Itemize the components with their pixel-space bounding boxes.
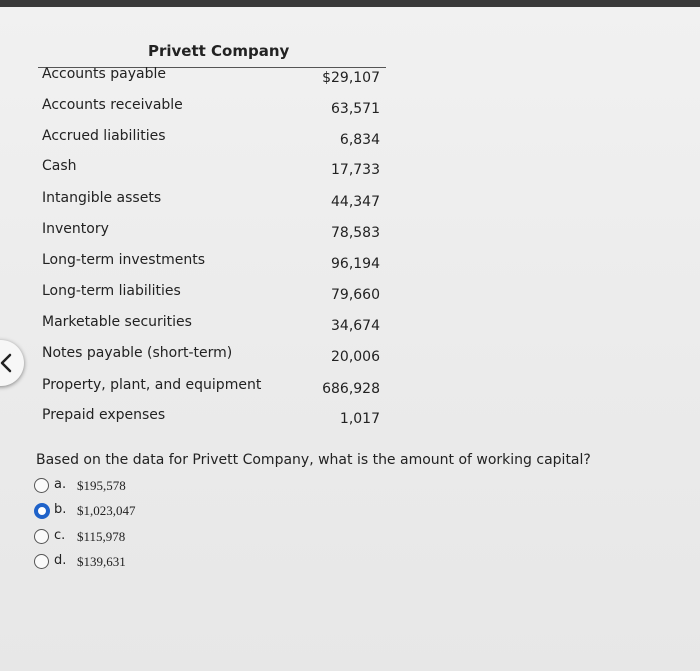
row-value: 63,571	[331, 101, 380, 117]
table-row: Accrued liabilities 6,834	[0, 128, 400, 152]
table-row: Notes payable (short-term) 20,006	[0, 345, 400, 369]
option-letter: c.	[54, 528, 66, 543]
radio-button[interactable]	[34, 529, 49, 544]
option-value: $1,023,047	[77, 503, 136, 518]
table-row: Accounts receivable 63,571	[0, 97, 400, 121]
table-row: Intangible assets 44,347	[0, 190, 400, 214]
radio-button[interactable]	[34, 554, 49, 569]
table-row: Marketable securities 34,674	[0, 314, 400, 338]
row-value: 79,660	[331, 287, 380, 303]
row-label: Long-term investments	[42, 252, 205, 268]
question-page: Privett Company Accounts payable $29,107…	[0, 7, 700, 671]
row-label: Accrued liabilities	[42, 128, 166, 144]
row-value: 34,674	[331, 318, 380, 334]
row-value: 686,928	[322, 381, 380, 397]
row-value: 44,347	[331, 194, 380, 210]
row-label: Cash	[42, 158, 77, 174]
row-label: Accounts receivable	[42, 97, 183, 113]
table-row: Accounts payable $29,107	[0, 66, 400, 90]
option-value: $139,631	[77, 554, 126, 569]
row-value: 78,583	[331, 225, 380, 241]
table-row: Cash 17,733	[0, 158, 400, 182]
row-label: Prepaid expenses	[42, 407, 166, 423]
row-value: 17,733	[331, 162, 380, 178]
table-row: Long-term investments 96,194	[0, 252, 400, 276]
row-label: Marketable securities	[42, 314, 192, 330]
radio-button[interactable]	[34, 478, 49, 493]
row-value: 1,017	[339, 411, 380, 427]
row-value: $29,107	[322, 70, 380, 86]
table-row: Long-term liabilities 79,660	[0, 283, 400, 307]
option-letter: b.	[54, 502, 67, 517]
radio-button-selected[interactable]	[34, 503, 50, 519]
company-title: Privett Company	[148, 42, 290, 60]
question-text: Based on the data for Privett Company, w…	[36, 452, 591, 468]
row-value: 6,834	[339, 132, 380, 148]
row-label: Inventory	[42, 221, 109, 237]
top-bar	[0, 0, 700, 7]
table-row: Inventory 78,583	[0, 221, 400, 245]
row-value: 96,194	[331, 256, 380, 272]
option-value: $115,978	[77, 529, 126, 544]
row-label: Property, plant, and equipment	[42, 377, 262, 393]
table-row: Property, plant, and equipment 686,928	[0, 377, 400, 401]
row-label: Notes payable (short-term)	[42, 345, 233, 361]
chevron-left-icon	[0, 353, 12, 373]
row-label: Intangible assets	[42, 190, 162, 206]
row-label: Long-term liabilities	[42, 283, 181, 299]
option-letter: a.	[54, 477, 67, 492]
title-divider	[38, 67, 386, 68]
row-label: Accounts payable	[42, 66, 166, 82]
option-letter: d.	[54, 553, 67, 568]
row-value: 20,006	[331, 349, 380, 365]
table-row: Prepaid expenses 1,017	[0, 407, 400, 431]
option-value: $195,578	[77, 478, 126, 493]
